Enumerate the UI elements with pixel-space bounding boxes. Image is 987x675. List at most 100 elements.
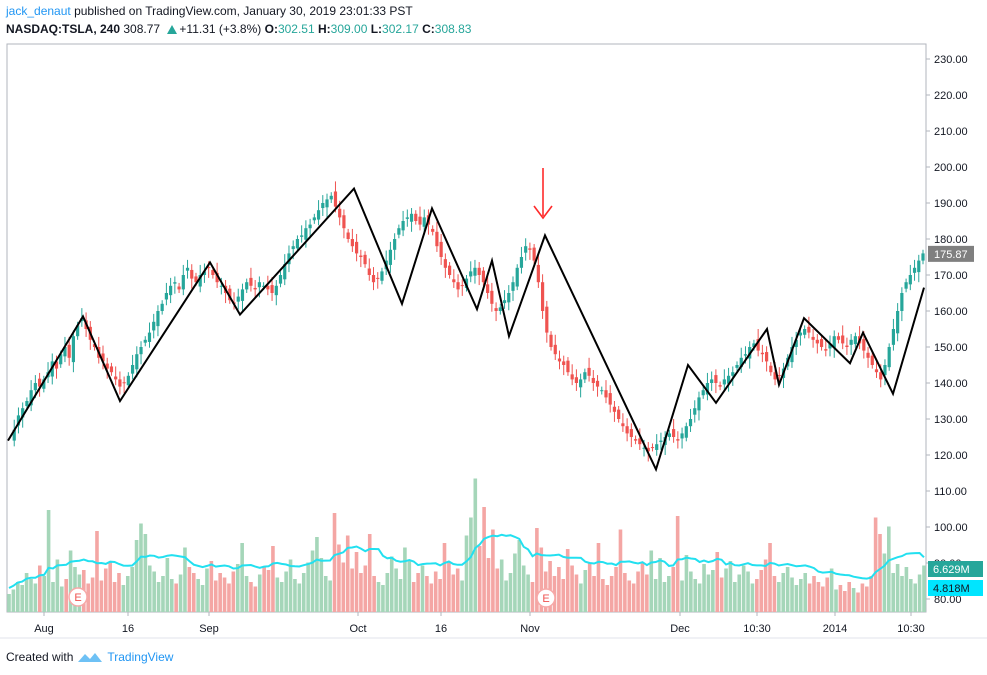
volume-bar <box>491 529 495 612</box>
candle-body <box>752 343 756 347</box>
volume-bar <box>504 580 508 612</box>
volume-bar <box>209 561 214 612</box>
volume-bar <box>517 540 522 612</box>
time-tick-label: Oct <box>349 623 366 635</box>
volume-bar <box>587 562 592 612</box>
candle-body <box>355 241 359 254</box>
volume-bar <box>191 573 196 612</box>
volume-bar <box>909 579 913 612</box>
candle-body <box>574 377 578 383</box>
volume-bar <box>279 582 284 612</box>
volume-bar <box>55 559 60 612</box>
candle-body <box>156 311 160 327</box>
volume-bar <box>477 546 482 612</box>
symbol-label[interactable]: NASDAQ:TSLA, 240 <box>6 22 121 36</box>
candle-body <box>270 285 274 293</box>
volume-bar <box>284 571 288 612</box>
candle-body <box>240 289 245 301</box>
volume-bar <box>728 561 733 612</box>
volume-bar <box>227 583 231 612</box>
candle-body <box>346 232 350 239</box>
volume-bar <box>640 562 645 612</box>
candle-body <box>595 380 600 387</box>
candle-body <box>743 354 748 356</box>
volume-bar <box>15 582 20 612</box>
candle-body <box>494 308 498 311</box>
volume-bar <box>451 574 456 612</box>
candle-body <box>473 267 477 276</box>
volume-bar <box>7 594 11 612</box>
candle-body <box>126 375 130 386</box>
volume-bar <box>693 579 698 612</box>
author-link[interactable]: jack_denaut <box>6 4 71 18</box>
candle-body <box>540 282 545 311</box>
volume-bar <box>381 585 385 612</box>
volume-bar <box>513 553 517 612</box>
candle-body <box>824 349 828 351</box>
candle-body <box>583 372 587 380</box>
volume-bar <box>262 567 266 612</box>
volume-bar <box>447 562 451 612</box>
volume-bar <box>548 561 552 612</box>
candle-body <box>646 447 650 452</box>
candle-body <box>672 429 676 437</box>
volume-bar <box>59 586 64 612</box>
volume-bar <box>473 478 478 612</box>
volume-bar <box>486 558 491 612</box>
volume-bar <box>860 583 865 612</box>
candle-body <box>693 408 697 415</box>
candle-body <box>447 265 452 275</box>
volume-bar <box>367 534 372 612</box>
candle-body <box>486 284 490 293</box>
volume-bar <box>482 507 486 612</box>
candle-body <box>528 248 532 250</box>
close-value: 308.83 <box>434 22 472 36</box>
volume-bar <box>711 570 715 612</box>
candle-body <box>874 369 879 373</box>
volume-bar <box>706 574 711 612</box>
candle-body <box>798 332 803 336</box>
volume-bar <box>592 576 596 612</box>
candle-body <box>198 275 202 287</box>
candle-body <box>257 282 261 288</box>
volume-bar <box>530 582 535 612</box>
volume-bar <box>64 579 68 612</box>
candle-body <box>33 383 37 391</box>
candle-body <box>359 255 363 257</box>
candle-body <box>122 382 126 384</box>
volume-bar <box>345 535 350 612</box>
volume-bar <box>777 582 781 612</box>
volume-bar <box>183 547 187 612</box>
price-tick-label: 140.00 <box>934 378 968 390</box>
candle-body <box>887 347 891 368</box>
volume-bar <box>416 573 420 612</box>
plot-area[interactable] <box>6 43 927 613</box>
volume-bar <box>689 571 693 612</box>
volume-bar <box>297 583 302 612</box>
candle-body <box>253 287 257 290</box>
earnings-marker[interactable] <box>68 587 88 607</box>
volume-bar <box>319 558 324 612</box>
price-chart[interactable]: 230.00 220.00 210.00 200.00 190.00 180.00 170.… <box>0 0 987 645</box>
candle-body <box>295 239 300 249</box>
earnings-marker[interactable] <box>536 588 556 608</box>
volume-bar <box>249 582 253 612</box>
volume-moving-average-line <box>8 533 925 589</box>
candle-body <box>397 228 401 235</box>
tradingview-brand[interactable]: TradingView <box>107 650 174 664</box>
candle-body <box>409 213 414 222</box>
candle-body <box>604 390 608 398</box>
candle-body <box>794 339 798 347</box>
high-label: H: <box>318 22 331 36</box>
candle-body <box>811 336 815 340</box>
earnings-marker-label: E <box>74 592 81 604</box>
volume-bar <box>411 582 416 612</box>
candle-body <box>832 336 836 348</box>
candle-body <box>524 246 528 253</box>
candle-body <box>570 374 574 380</box>
volume-bar <box>807 583 812 612</box>
candle-body <box>777 375 781 377</box>
candle-body <box>815 339 819 344</box>
candle-body <box>37 378 42 387</box>
volume-bar <box>741 565 746 612</box>
